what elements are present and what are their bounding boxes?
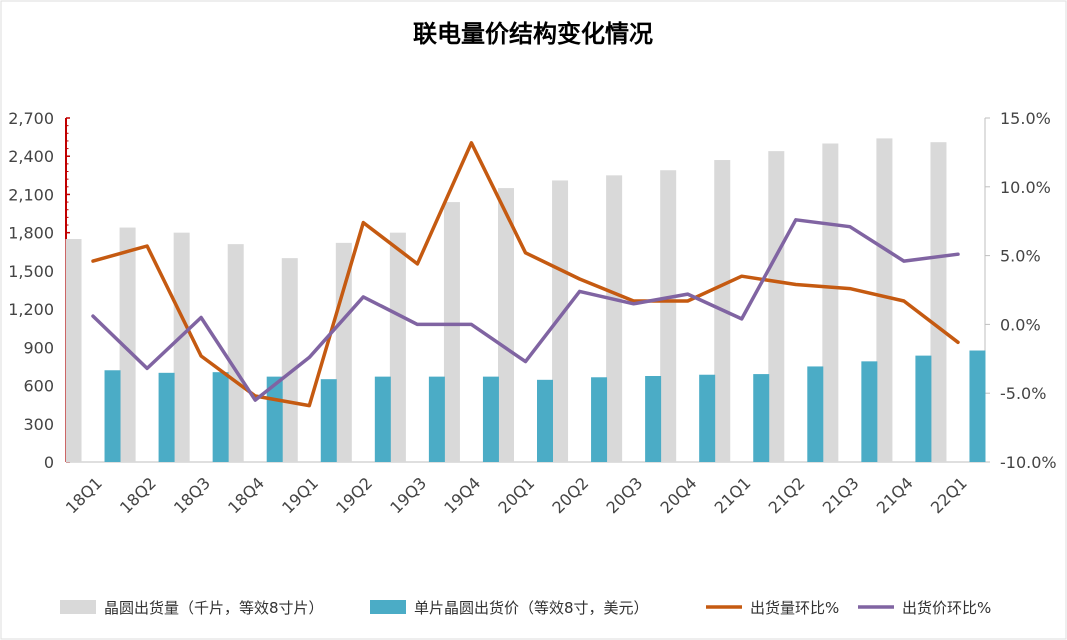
lines-layer — [91, 141, 960, 408]
legend-label: 出货价环比% — [902, 599, 991, 617]
bar-unit-price — [807, 366, 824, 462]
left-tick-label: 2,700 — [8, 109, 54, 128]
legend-label: 单片晶圆出货价（等效8寸，美元） — [414, 599, 649, 617]
bar-unit-price — [158, 372, 175, 462]
bar-unit-price — [428, 376, 445, 462]
chart-title: 联电量价结构变化情况 — [413, 20, 653, 48]
right-tick-label: 10.0% — [1000, 178, 1051, 197]
left-tick-label: 2,100 — [8, 185, 54, 204]
bar-unit-price — [591, 377, 608, 462]
left-tick-label: 300 — [23, 415, 54, 434]
bar-shipment-volume — [552, 180, 569, 462]
bar-shipment-volume — [227, 244, 244, 462]
left-tick-label: 600 — [23, 377, 54, 396]
bar-shipment-volume — [660, 170, 677, 462]
legend-layer: 晶圆出货量（千片，等效8寸片） 单片晶圆出货价（等效8寸，美元） 出货量环比% 出货价… — [60, 599, 991, 617]
bar-unit-price — [320, 379, 337, 462]
legend-swatch — [60, 600, 96, 614]
bar-unit-price — [969, 350, 986, 462]
bar-shipment-volume — [606, 175, 623, 463]
bar-unit-price — [212, 372, 229, 462]
bar-unit-price — [699, 374, 716, 462]
bar-unit-price — [645, 376, 662, 462]
legend-label: 出货量环比% — [750, 599, 839, 617]
bar-unit-price — [537, 379, 553, 462]
bar-shipment-volume — [119, 227, 136, 462]
left-tick-label: 1,200 — [8, 300, 54, 319]
left-tick-label: 2,400 — [8, 147, 54, 166]
bar-unit-price — [104, 370, 121, 462]
bar-unit-price — [753, 374, 770, 462]
bar-unit-price — [915, 355, 932, 462]
bar-shipment-volume — [930, 142, 947, 463]
legend-label: 晶圆出货量（千片，等效8寸片） — [104, 599, 324, 617]
right-tick-label: 0.0% — [1000, 315, 1041, 334]
right-tick-label: -10.0% — [1000, 453, 1057, 472]
line-price-qoq — [91, 218, 960, 402]
bar-shipment-volume — [876, 138, 893, 462]
bar-shipment-volume — [498, 188, 514, 462]
right-tick-label: -5.0% — [1000, 384, 1046, 403]
bar-shipment-volume — [389, 232, 406, 462]
left-tick-label: 1,500 — [8, 262, 54, 281]
bar-unit-price — [861, 361, 878, 462]
left-tick-label: 900 — [23, 338, 54, 357]
bar-shipment-volume — [822, 143, 839, 462]
left-tick-label: 1,800 — [8, 224, 54, 243]
line-volume-qoq — [91, 141, 960, 408]
bar-shipment-volume — [443, 202, 460, 463]
bar-shipment-volume — [173, 232, 190, 462]
left-tick-label: 0 — [44, 453, 54, 472]
bar-shipment-volume — [768, 151, 785, 463]
bar-unit-price — [374, 376, 391, 462]
bars-layer — [65, 138, 986, 463]
bar-unit-price — [482, 376, 499, 462]
bar-shipment-volume — [281, 258, 298, 462]
bar-shipment-volume — [65, 239, 82, 462]
right-tick-label: 15.0% — [1000, 109, 1051, 128]
legend-swatch — [370, 600, 406, 614]
right-tick-label: 5.0% — [1000, 247, 1041, 266]
